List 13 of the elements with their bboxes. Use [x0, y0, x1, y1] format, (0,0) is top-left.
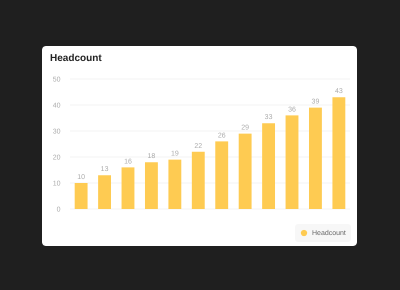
- chart-title: Headcount: [50, 53, 102, 64]
- bar: [144, 162, 158, 209]
- bar: [262, 123, 276, 209]
- bar: [286, 115, 298, 209]
- bar: [238, 134, 252, 209]
- bar: [122, 167, 134, 209]
- bar: [308, 108, 322, 209]
- bar: [215, 141, 228, 209]
- bar: [192, 152, 205, 209]
- bar: [332, 97, 346, 209]
- bar: [168, 160, 182, 209]
- bar: [98, 175, 112, 209]
- bar: [74, 183, 88, 209]
